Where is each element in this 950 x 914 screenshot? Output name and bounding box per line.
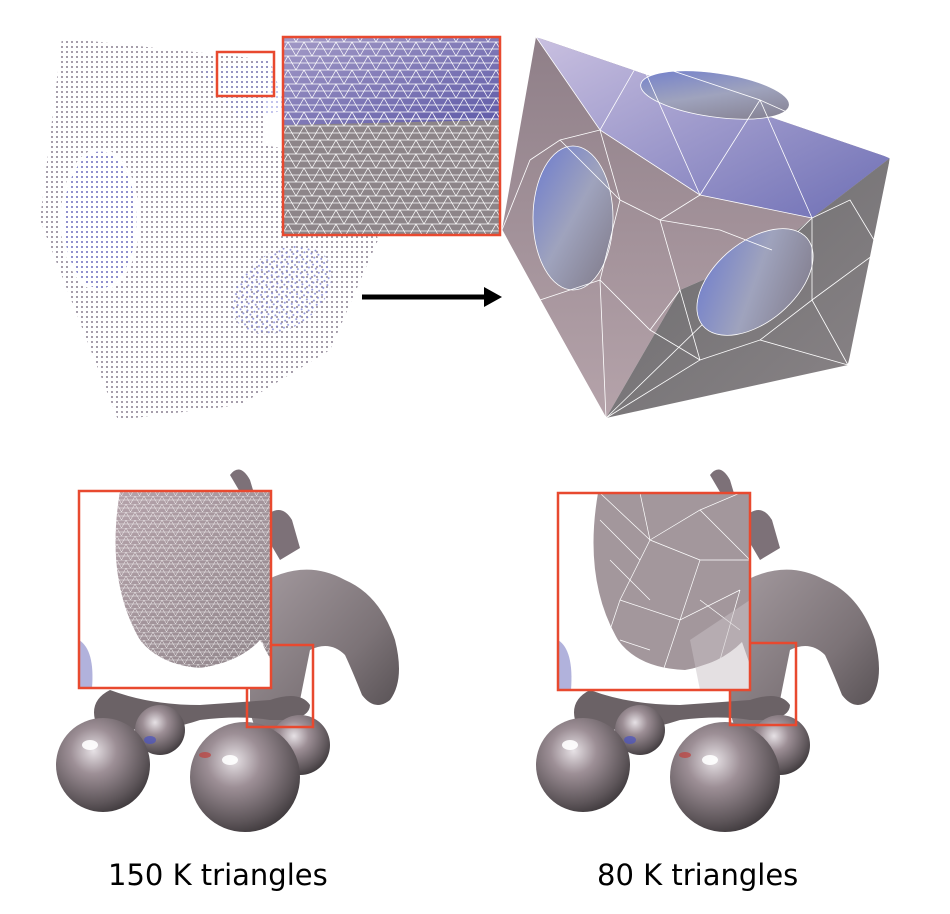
cube-top-face (536, 37, 890, 218)
zoom-selection-box (215, 50, 276, 98)
inset-right-frame (556, 491, 752, 692)
cube-hole-right (696, 228, 814, 336)
zoom-inset-frame (281, 35, 502, 237)
inset-right (558, 493, 750, 690)
inset-left (79, 491, 271, 688)
caption-right: 80 K triangles (597, 858, 799, 892)
cube-hole-left (533, 146, 613, 290)
point-cloud-top-face (200, 60, 286, 120)
cube-wireframe (501, 36, 891, 419)
remeshed-cube (501, 36, 891, 419)
point-cloud-hole-right (231, 245, 333, 335)
model-right (536, 469, 879, 832)
inset-left-frame (77, 489, 273, 690)
caption-left: 150 K triangles (108, 858, 328, 892)
arrow-right (362, 287, 502, 307)
zoom-inset-cube (283, 37, 500, 235)
point-cloud-hole-rim (60, 148, 140, 292)
point-cloud-hole-left (62, 150, 138, 290)
cube-hole-top (640, 70, 790, 120)
model-left (56, 469, 399, 832)
point-cloud-left-face (40, 38, 270, 420)
